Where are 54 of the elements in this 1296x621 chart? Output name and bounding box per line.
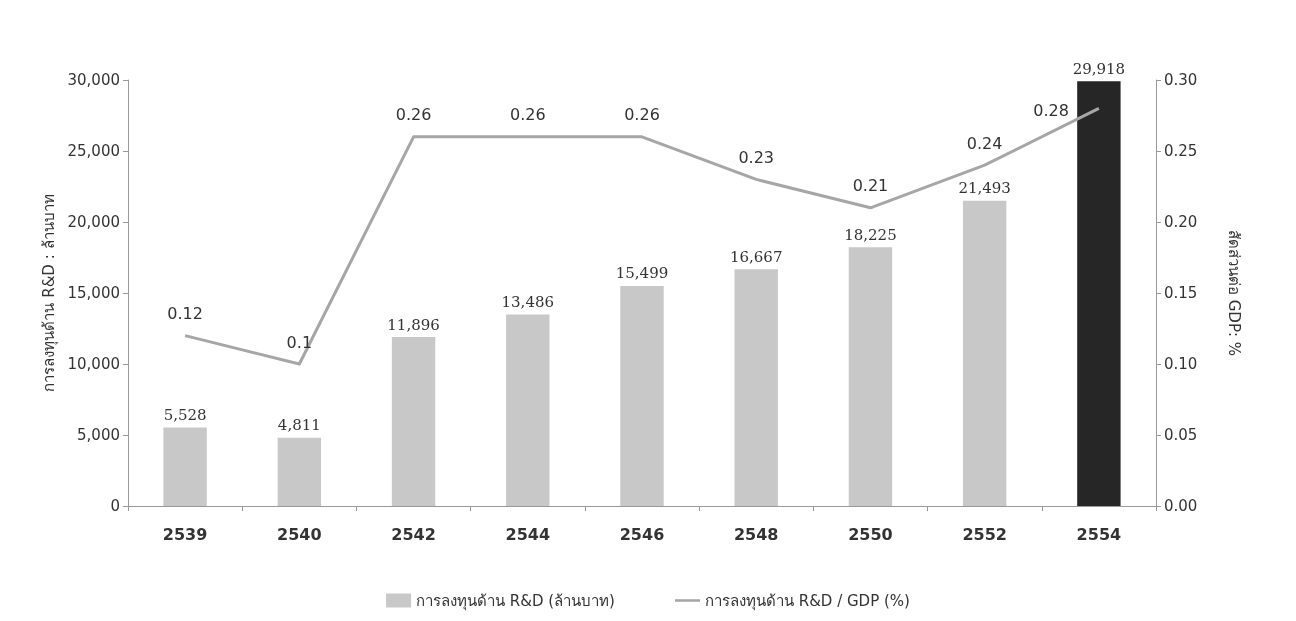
x-tick-label: 2542 bbox=[391, 524, 436, 544]
y-axis-title: การลงทุนด้าน R&D : ล้านบาท bbox=[40, 194, 60, 392]
y-tick-label: 15,000 bbox=[67, 284, 120, 302]
data-label: 0.26 bbox=[624, 105, 660, 125]
data-label: 0.21 bbox=[852, 176, 889, 196]
bar bbox=[620, 285, 664, 506]
data-label: 13,486 bbox=[501, 293, 555, 311]
data-label: 0.1 bbox=[286, 332, 313, 352]
y2-tick-label: 0.30 bbox=[1164, 71, 1198, 89]
x-tick-label: 2552 bbox=[962, 524, 1007, 544]
legend-label: การลงทุนด้าน R&D (ล้านบาท) bbox=[416, 591, 615, 611]
y2-axis-title: สัดส่วนต่อ GDP: % bbox=[1224, 229, 1243, 357]
data-label: 0.12 bbox=[167, 304, 203, 324]
x-tick-label: 2539 bbox=[162, 524, 208, 544]
data-label: 0.23 bbox=[738, 147, 775, 167]
x-tick-label: 2540 bbox=[277, 524, 322, 544]
bar bbox=[277, 437, 322, 506]
data-label: 16,667 bbox=[729, 247, 783, 266]
bar bbox=[962, 200, 1007, 506]
y2-tick-label: 0.10 bbox=[1164, 355, 1198, 373]
y2-tick-label: 0.15 bbox=[1164, 284, 1198, 302]
data-label: 21,493 bbox=[958, 179, 1011, 198]
data-label: 15,499 bbox=[615, 264, 669, 283]
bar bbox=[391, 337, 436, 506]
y-tick-label: 20,000 bbox=[67, 213, 120, 231]
data-label: 0.26 bbox=[509, 105, 546, 125]
bar bbox=[506, 314, 550, 506]
y-tick-label: 0 bbox=[110, 497, 120, 515]
y-tick-label: 10,000 bbox=[67, 355, 120, 373]
legend-label: การลงทุนด้าน R&D / GDP (%) bbox=[704, 591, 910, 611]
data-label: 0.26 bbox=[395, 105, 432, 125]
y-tick-label: 5,000 bbox=[77, 426, 120, 444]
y2-tick-label: 0.05 bbox=[1164, 426, 1198, 444]
data-label: 18,225 bbox=[844, 225, 897, 244]
bar bbox=[848, 247, 893, 506]
x-tick-label: 2546 bbox=[619, 524, 665, 544]
data-label: 5,528 bbox=[163, 406, 207, 424]
data-label: 0.28 bbox=[1033, 100, 1069, 120]
x-tick-label: 2544 bbox=[505, 524, 551, 544]
y2-tick-label: 0.00 bbox=[1164, 497, 1198, 515]
x-tick-label: 2548 bbox=[733, 524, 779, 544]
y-tick-label: 25,000 bbox=[67, 142, 120, 160]
bar bbox=[734, 269, 778, 506]
bar bbox=[1077, 81, 1121, 506]
bar bbox=[163, 427, 207, 506]
data-label: 29,918 bbox=[1072, 59, 1126, 78]
data-label: 4,811 bbox=[277, 416, 321, 435]
y-tick-label: 30,000 bbox=[67, 71, 120, 89]
x-tick-label: 2554 bbox=[1076, 524, 1122, 544]
y2-tick-label: 0.25 bbox=[1164, 142, 1198, 160]
y2-tick-label: 0.20 bbox=[1164, 213, 1198, 231]
x-tick-label: 2550 bbox=[848, 524, 893, 544]
data-label: 11,896 bbox=[387, 315, 440, 334]
data-label: 0.24 bbox=[966, 133, 1003, 153]
